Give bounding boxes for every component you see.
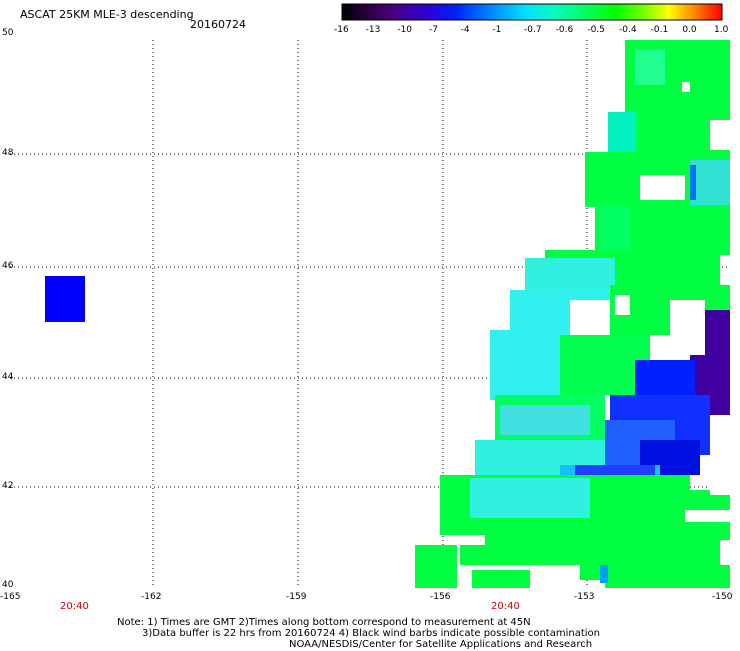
lat-label: 42 [2,481,14,491]
colorbar-tick-label: -13 [365,25,381,35]
colorbar-tick-label: -10 [397,25,413,35]
lon-label: -153 [574,592,595,602]
lon-label: -150 [712,592,733,602]
data-cell [635,50,665,85]
colorbar-tick-label: -0.6 [555,25,574,35]
map-title: ASCAT 25KM MLE-3 descending [20,8,194,21]
data-gap [570,300,610,335]
data-cell [705,310,730,360]
lat-label: 44 [2,372,14,382]
map-date: 20160724 [190,18,246,31]
colorbar-tick-label: -0.4 [619,25,637,35]
data-gap [682,82,690,92]
colorbar-tick-label: -4 [460,25,470,35]
colorbar [341,3,723,21]
data-cell [605,565,730,588]
colorbar-tick-label: -1 [492,25,502,35]
colorbar-tick-label: -0.1 [650,25,669,35]
lon-label: -156 [430,592,451,602]
time-label: 20:40 [60,601,89,612]
data-cell [500,405,590,435]
data-cell [472,570,530,588]
data-cell [415,545,457,588]
colorbar-tick-label: -0.5 [587,25,605,35]
lat-label: 40 [2,580,14,590]
lat-label: 46 [2,261,14,271]
colorbar-tick-label: 0.0 [682,25,697,35]
colorbar-tick-label: -7 [429,25,438,35]
time-label: 20:40 [491,601,520,612]
data-cell [600,205,630,250]
data-gap [685,510,730,522]
note-line-3: NOAA/NESDIS/Center for Satellite Applica… [289,639,593,650]
data-cell [45,276,85,322]
data-swath [45,40,730,588]
data-gap [615,295,630,315]
lon-label: -162 [141,592,162,602]
lon-label: -165 [0,592,21,602]
colorbar-tick-label: 1.0 [714,25,729,35]
data-cell [470,478,590,518]
colorbar-tick-label: -16 [334,25,349,35]
lat-label: 50 [2,28,14,38]
data-gap [640,175,685,200]
colorbar-scale [341,3,723,21]
lon-label: -159 [286,592,307,602]
data-cell [600,565,608,583]
data-gap [460,535,485,545]
data-cell [690,165,696,200]
data-gap [710,120,730,150]
data-gap [710,455,730,495]
note-line-1: Note: 1) Times are GMT 2)Times along bot… [117,617,531,628]
data-cell [608,112,636,152]
colorbar-tick-label: -0.7 [524,25,542,35]
data-gap [670,300,705,350]
note-line-2: 3)Data buffer is 22 hrs from 20160724 4)… [142,628,600,639]
lat-label: 48 [2,148,14,158]
